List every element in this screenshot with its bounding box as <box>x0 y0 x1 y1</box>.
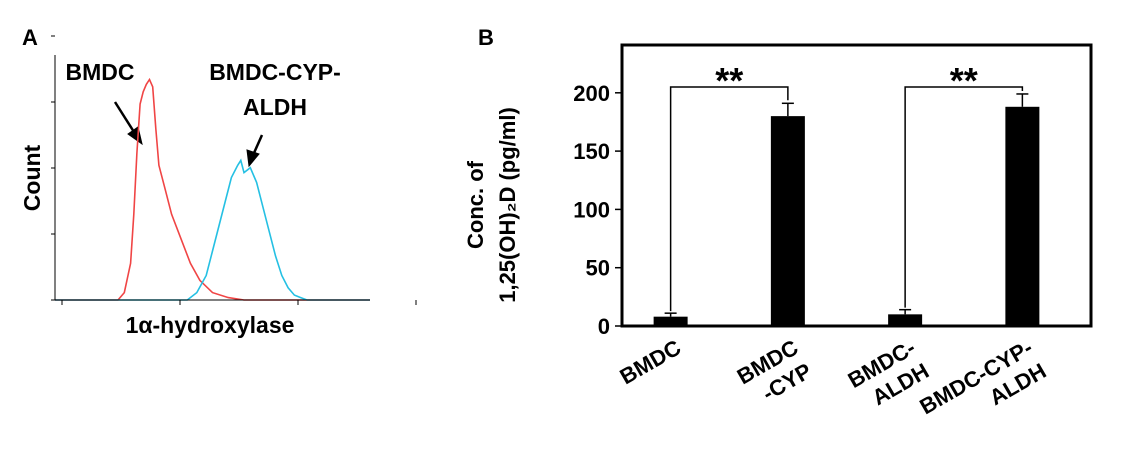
significance-bracket <box>669 86 789 312</box>
significance-label: ** <box>715 60 743 101</box>
y-tick-label: 150 <box>573 139 610 164</box>
panel-label: B <box>478 25 494 50</box>
plot-frame <box>620 43 1093 328</box>
x-axis-label: 1α-hydroxylase <box>126 312 295 338</box>
y-tick-label: 200 <box>573 81 610 106</box>
y-tick-label: 50 <box>586 256 610 281</box>
annotation: ALDH <box>243 94 307 120</box>
annotation: BMDC-CYP- <box>209 59 341 85</box>
y-axis-label: Conc. of <box>463 160 488 249</box>
y-tick-label: 100 <box>573 197 610 222</box>
y-tick-label: 0 <box>598 314 610 339</box>
x-tick-label: BMDC <box>615 335 685 390</box>
significance-label: ** <box>950 60 978 101</box>
bar <box>653 316 688 326</box>
histogram-line <box>55 158 370 301</box>
significance-bracket <box>904 86 1024 308</box>
y-axis-label: 1,25(OH)₂D (pg/ml) <box>495 107 520 303</box>
annotation: BMDC <box>66 59 135 85</box>
bar <box>888 314 923 326</box>
y-axis-label: Count <box>19 144 45 211</box>
panel-label: A <box>22 25 38 50</box>
x-tick-label: BMDC-CYP-ALDH <box>915 335 1050 443</box>
bar <box>770 116 805 326</box>
x-tick-label-line: BMDC <box>615 335 685 390</box>
histogram-line <box>55 77 370 301</box>
bar <box>1005 106 1040 326</box>
x-tick-label: BMDC-CYP <box>733 335 816 413</box>
